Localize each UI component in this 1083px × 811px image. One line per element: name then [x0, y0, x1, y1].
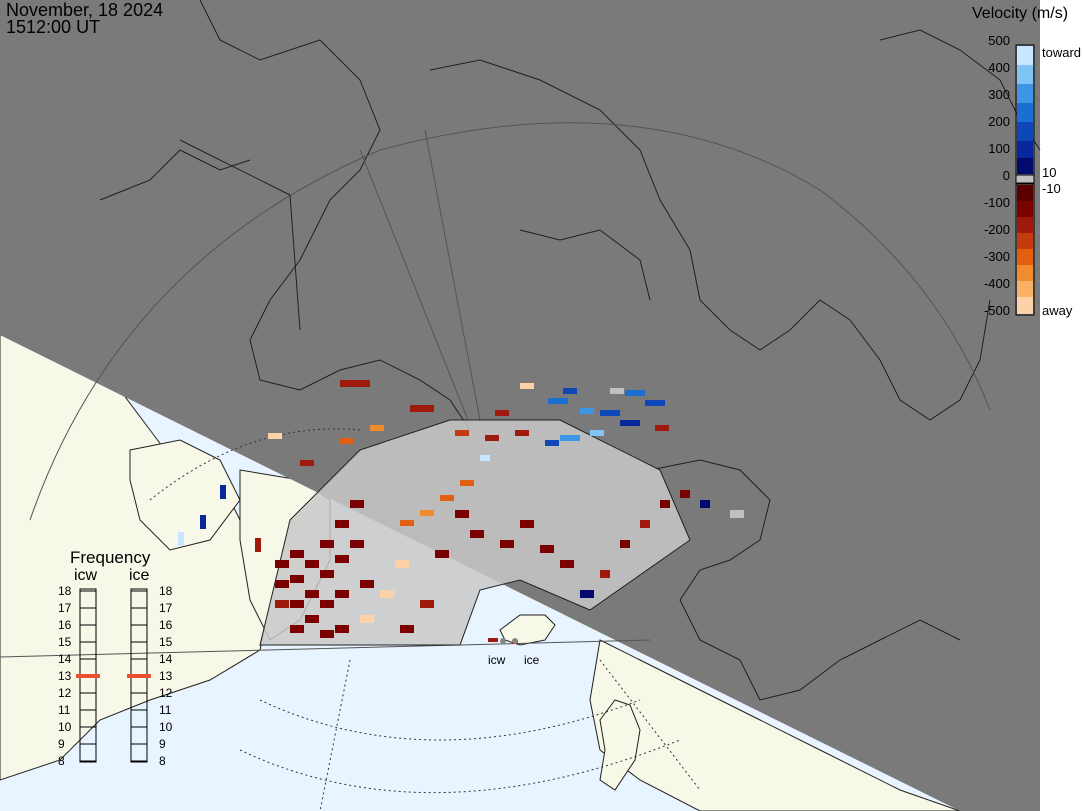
frequency-scale-right-label: 15: [159, 635, 173, 649]
map-date: November, 18 2024: [6, 0, 164, 20]
frequency-label-ice: ice: [129, 567, 150, 584]
frequency-scale-left-label: 12: [58, 686, 72, 700]
colorbar-label-plus: 10: [1042, 165, 1057, 180]
grid-dotted-3: [149, 428, 361, 501]
colorbar-tick-label: -200: [983, 222, 1010, 237]
colorbar-tick-label: -400: [983, 276, 1010, 291]
frequency-scale-left-label: 18: [58, 584, 72, 598]
freq-indicator-icw: [76, 674, 100, 678]
frequency-scale-left-label: 15: [58, 635, 72, 649]
radar-site-ice: [512, 638, 518, 644]
colorbar-tick-label: -100: [983, 195, 1010, 210]
grid-meridian-4: [289, 194, 301, 331]
colorbar-tick-label: 0: [1002, 168, 1010, 183]
colorbar-label-away: away: [1042, 303, 1073, 318]
frequency-scale-right-label: 17: [159, 601, 173, 615]
night-region: [0, 0, 1040, 811]
frequency-scale-right-label: 18: [159, 584, 173, 598]
frequency-scale-right-label: 10: [159, 720, 173, 734]
frequency-scale-left-label: 14: [58, 652, 72, 666]
frequency-scale-left-label: 13: [58, 669, 72, 683]
frequency-scale-right-label: 13: [159, 669, 173, 683]
frequency-scale-left-label: 16: [58, 618, 72, 632]
frequency-title: Frequency: [70, 548, 151, 567]
cb-toward-5: [1017, 141, 1033, 158]
colorbar-label-minus: -10: [1042, 181, 1061, 196]
cb-away-2: [1017, 217, 1033, 233]
radar-label-ice: ice: [524, 653, 540, 667]
iceland: [499, 614, 556, 646]
grid-meridian-1: [359, 149, 471, 426]
cb-toward-6: [1017, 158, 1033, 174]
freq-indicator-ice: [127, 674, 151, 678]
frequency-scale-left-label: 10: [58, 720, 72, 734]
colorbar-tick-label: -300: [983, 249, 1010, 264]
frequency-gauges: [76, 588, 151, 763]
british-isles: [599, 699, 641, 791]
grid-parallel-day: [0, 639, 651, 658]
coast-night-1: [199, 0, 471, 431]
colorbar-tick-label: -500: [983, 303, 1010, 318]
frequency-scale-right-label: 16: [159, 618, 173, 632]
cb-away-7: [1017, 297, 1033, 314]
frequency-label-icw: icw: [74, 567, 98, 584]
frequency-scale-right-label: 12: [159, 686, 173, 700]
cb-toward-2: [1017, 84, 1033, 103]
coast-night-5: [99, 149, 251, 201]
frequency-scale-right-label: 11: [159, 703, 172, 717]
grid-dotted-2: [239, 739, 681, 794]
coast-night-2: [429, 59, 991, 421]
frequency-scale-left-label: 17: [58, 601, 72, 615]
colorbar-label-toward: toward: [1042, 45, 1082, 60]
cb-away-1: [1017, 201, 1033, 217]
grid-meridian-3: [179, 139, 291, 196]
grid-dotted-5: [599, 659, 701, 791]
cb-away-5: [1017, 265, 1033, 281]
cb-zero: [1015, 174, 1035, 184]
grid-dotted-1: [259, 699, 641, 741]
colorbar-tick-label: 400: [988, 60, 1010, 75]
colorbar-tick-label: 500: [988, 33, 1010, 48]
frequency-scale-left-label: 9: [58, 737, 65, 751]
colorbar: [1015, 44, 1035, 316]
cb-away-6: [1017, 281, 1033, 297]
land-day-east: [589, 639, 961, 811]
colorbar-tick-label: 200: [988, 114, 1010, 129]
colorbar-tick-label: 100: [988, 141, 1010, 156]
frequency-scale-left-label: 8: [58, 754, 65, 768]
cb-toward-3: [1017, 103, 1033, 122]
velocity-cells: [178, 380, 744, 644]
cb-away-0: [1017, 185, 1033, 201]
frequency-scale-left-label: 11: [58, 703, 71, 717]
grid-meridian-2: [424, 129, 481, 421]
frequency-scale-right-label: 8: [159, 754, 166, 768]
grid-circle: [29, 122, 991, 521]
cb-toward-0: [1017, 46, 1033, 65]
cb-toward-4: [1017, 122, 1033, 141]
frequency-scale-right-label: 14: [159, 652, 173, 666]
coast-night-4: [649, 459, 961, 701]
radar-site-icw: [500, 638, 506, 644]
alaska-day: [129, 439, 241, 551]
radar-label-icw: icw: [488, 653, 506, 667]
colorbar-tick-label: 300: [988, 87, 1010, 102]
colorbar-title: Velocity (m/s): [972, 5, 1069, 22]
frequency-scale-right-label: 9: [159, 737, 166, 751]
cb-toward-1: [1017, 65, 1033, 84]
map-time: 1512:00 UT: [6, 17, 101, 37]
coast-night-6: [519, 229, 651, 301]
cb-away-4: [1017, 249, 1033, 265]
grid-dotted-4: [319, 659, 351, 811]
cb-away-3: [1017, 233, 1033, 249]
